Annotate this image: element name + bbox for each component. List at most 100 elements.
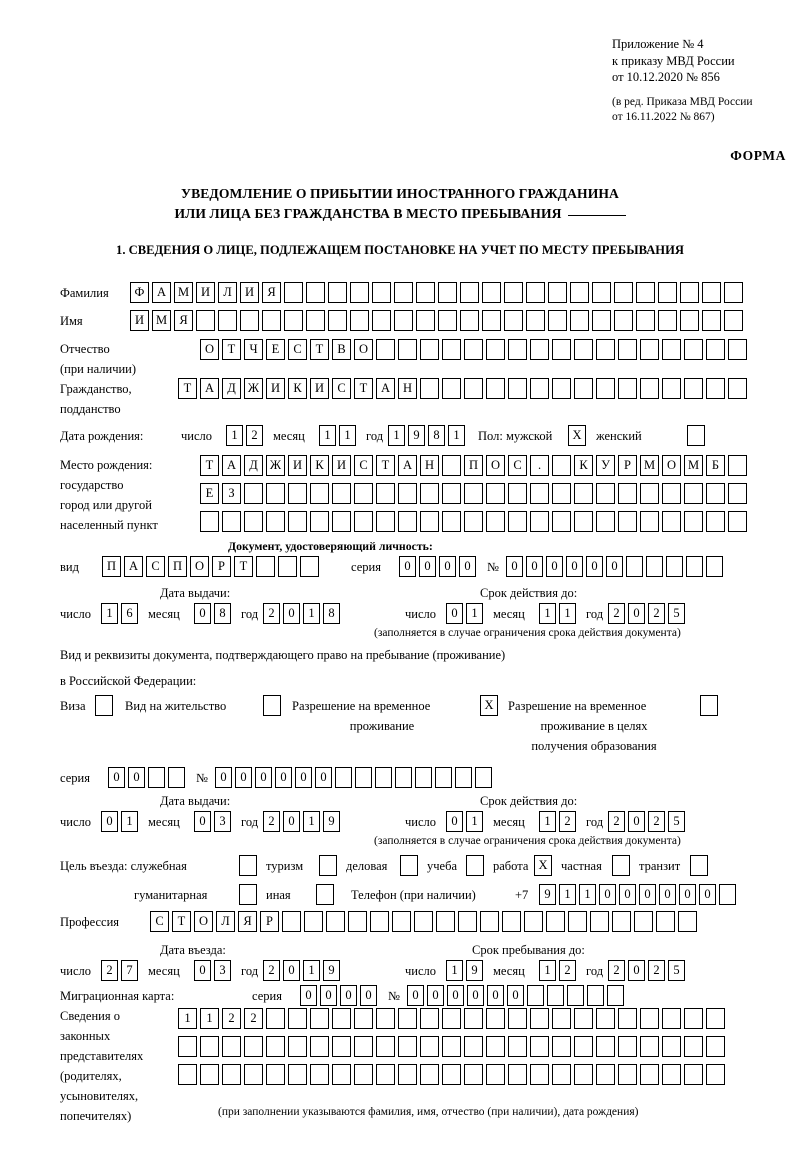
char-cell[interactable]	[618, 339, 637, 360]
char-cell[interactable]	[475, 767, 492, 788]
char-cell[interactable]: А	[222, 455, 241, 476]
char-cell[interactable]: 1	[226, 425, 243, 446]
char-cell[interactable]	[266, 483, 285, 504]
char-cell[interactable]: 0	[628, 811, 645, 832]
char-cell[interactable]	[376, 1064, 395, 1085]
char-cell[interactable]: 2	[608, 811, 625, 832]
char-cell[interactable]	[435, 767, 452, 788]
char-cell[interactable]	[724, 282, 743, 303]
char-cell[interactable]	[634, 911, 653, 932]
char-cell[interactable]	[354, 511, 373, 532]
char-cell[interactable]: 0	[215, 767, 232, 788]
char-cell[interactable]	[640, 1064, 659, 1085]
char-cell[interactable]	[376, 511, 395, 532]
char-cell[interactable]: 0	[407, 985, 424, 1006]
char-cell[interactable]	[684, 1008, 703, 1029]
char-cell[interactable]	[574, 1036, 593, 1057]
char-cell[interactable]: 0	[128, 767, 145, 788]
char-cell[interactable]	[719, 884, 736, 905]
char-cell[interactable]: 0	[283, 960, 300, 981]
char-cell[interactable]	[530, 511, 549, 532]
char-cell[interactable]	[310, 483, 329, 504]
char-cell[interactable]	[372, 310, 391, 331]
char-cell[interactable]: 9	[323, 960, 340, 981]
char-cell[interactable]	[436, 911, 455, 932]
char-cell[interactable]	[480, 911, 499, 932]
char-cell[interactable]	[482, 282, 501, 303]
char-cell[interactable]	[398, 1008, 417, 1029]
char-cell[interactable]	[574, 339, 593, 360]
char-cell[interactable]: 1	[178, 1008, 197, 1029]
char-cell[interactable]	[416, 282, 435, 303]
char-cell[interactable]: 0	[439, 556, 456, 577]
char-cell[interactable]: 0	[320, 985, 337, 1006]
char-cell[interactable]: 0	[566, 556, 583, 577]
char-cell[interactable]	[376, 483, 395, 504]
char-cell[interactable]	[464, 1036, 483, 1057]
char-cell[interactable]	[614, 310, 633, 331]
char-cell[interactable]: М	[174, 282, 193, 303]
char-cell[interactable]	[394, 310, 413, 331]
char-cell[interactable]	[728, 455, 747, 476]
char-cell[interactable]	[706, 556, 723, 577]
char-cell[interactable]: 0	[659, 884, 676, 905]
char-cell[interactable]	[684, 1064, 703, 1085]
char-cell[interactable]	[530, 378, 549, 399]
char-cell[interactable]: 1	[200, 1008, 219, 1029]
char-cell[interactable]	[486, 483, 505, 504]
char-cell[interactable]: 2	[263, 811, 280, 832]
char-cell[interactable]	[354, 1064, 373, 1085]
char-cell[interactable]: Т	[234, 556, 253, 577]
char-cell[interactable]: 2	[559, 811, 576, 832]
char-cell[interactable]	[662, 339, 681, 360]
char-cell[interactable]: Д	[244, 455, 263, 476]
char-cell[interactable]: 0	[586, 556, 603, 577]
char-cell[interactable]: И	[196, 282, 215, 303]
char-cell[interactable]	[354, 483, 373, 504]
char-cell[interactable]	[288, 1036, 307, 1057]
char-cell[interactable]	[596, 378, 615, 399]
char-cell[interactable]: 9	[539, 884, 556, 905]
char-cell[interactable]	[332, 1008, 351, 1029]
char-cell[interactable]	[596, 1064, 615, 1085]
char-cell[interactable]: 0	[360, 985, 377, 1006]
char-cell[interactable]: С	[354, 455, 373, 476]
char-cell[interactable]	[328, 282, 347, 303]
char-cell[interactable]	[640, 1036, 659, 1057]
char-cell[interactable]	[530, 1036, 549, 1057]
char-cell[interactable]: Б	[706, 455, 725, 476]
char-cell[interactable]	[310, 1064, 329, 1085]
char-cell[interactable]	[567, 985, 584, 1006]
char-cell[interactable]: З	[222, 483, 241, 504]
char-cell[interactable]	[618, 1036, 637, 1057]
char-cell[interactable]: Е	[266, 339, 285, 360]
char-cell[interactable]	[527, 985, 544, 1006]
char-cell[interactable]	[438, 310, 457, 331]
char-cell[interactable]: А	[152, 282, 171, 303]
char-cell[interactable]: Я	[174, 310, 193, 331]
char-cell[interactable]	[332, 1036, 351, 1057]
char-cell[interactable]	[266, 1008, 285, 1029]
char-cell[interactable]	[728, 378, 747, 399]
char-cell[interactable]	[420, 483, 439, 504]
char-cell[interactable]	[420, 1036, 439, 1057]
char-cell[interactable]: 0	[315, 767, 332, 788]
char-cell[interactable]: К	[574, 455, 593, 476]
char-cell[interactable]: П	[102, 556, 121, 577]
char-cell[interactable]: 2	[608, 603, 625, 624]
char-cell[interactable]: Т	[310, 339, 329, 360]
char-cell[interactable]: Н	[420, 455, 439, 476]
char-cell[interactable]	[596, 483, 615, 504]
char-cell[interactable]: 1	[448, 425, 465, 446]
char-cell[interactable]	[728, 511, 747, 532]
char-cell[interactable]: Л	[216, 911, 235, 932]
char-cell[interactable]: И	[240, 282, 259, 303]
char-cell[interactable]: 1	[466, 603, 483, 624]
char-cell[interactable]: Л	[218, 282, 237, 303]
char-cell[interactable]: 0	[194, 811, 211, 832]
